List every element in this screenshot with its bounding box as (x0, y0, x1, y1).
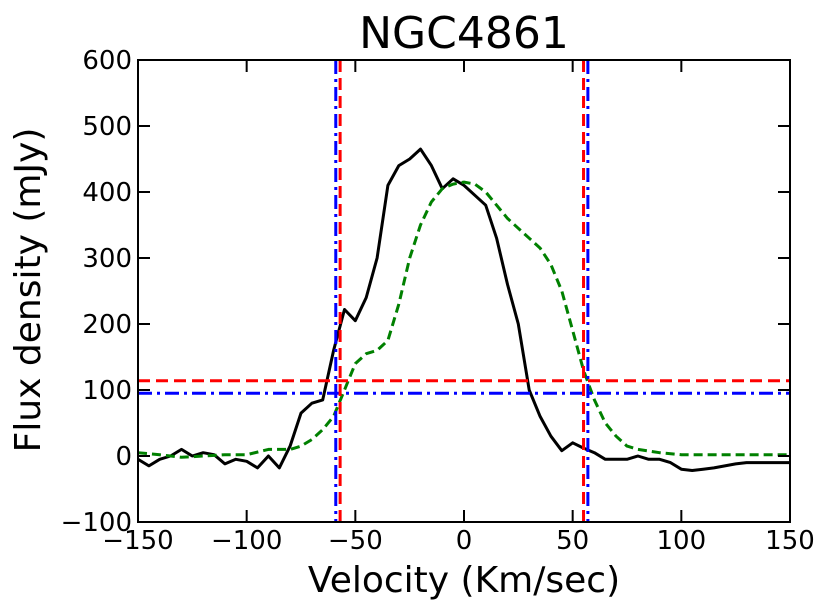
series-line-observed (138, 147, 790, 472)
y-tick-label: −100 (61, 508, 132, 538)
y-tick-label: 300 (82, 244, 132, 274)
y-tick-label: 0 (115, 442, 132, 472)
x-axis-label: Velocity (Km/sec) (308, 560, 620, 601)
y-tick-label: 200 (82, 310, 132, 340)
y-tick-label: 500 (82, 112, 132, 142)
y-axis-label: Flux density (mJy) (8, 128, 49, 453)
y-tick-label: 400 (82, 178, 132, 208)
x-tick-label: −50 (328, 526, 383, 556)
y-tick-label: 600 (82, 46, 132, 76)
x-tick-label: 100 (657, 526, 707, 556)
series-line-smoothed (138, 180, 790, 459)
chart-title: NGC4861 (359, 8, 569, 59)
y-tick-label: 100 (82, 376, 132, 406)
plot-layer: −150 −100 −50 0 50 100 150−1000100200300400500… (61, 46, 815, 556)
x-tick-label: 150 (765, 526, 815, 556)
x-tick-label: 50 (556, 526, 589, 556)
x-tick-label: −150 (102, 526, 173, 556)
x-tick-label: 0 (456, 526, 473, 556)
x-tick-label: −100 (211, 526, 282, 556)
